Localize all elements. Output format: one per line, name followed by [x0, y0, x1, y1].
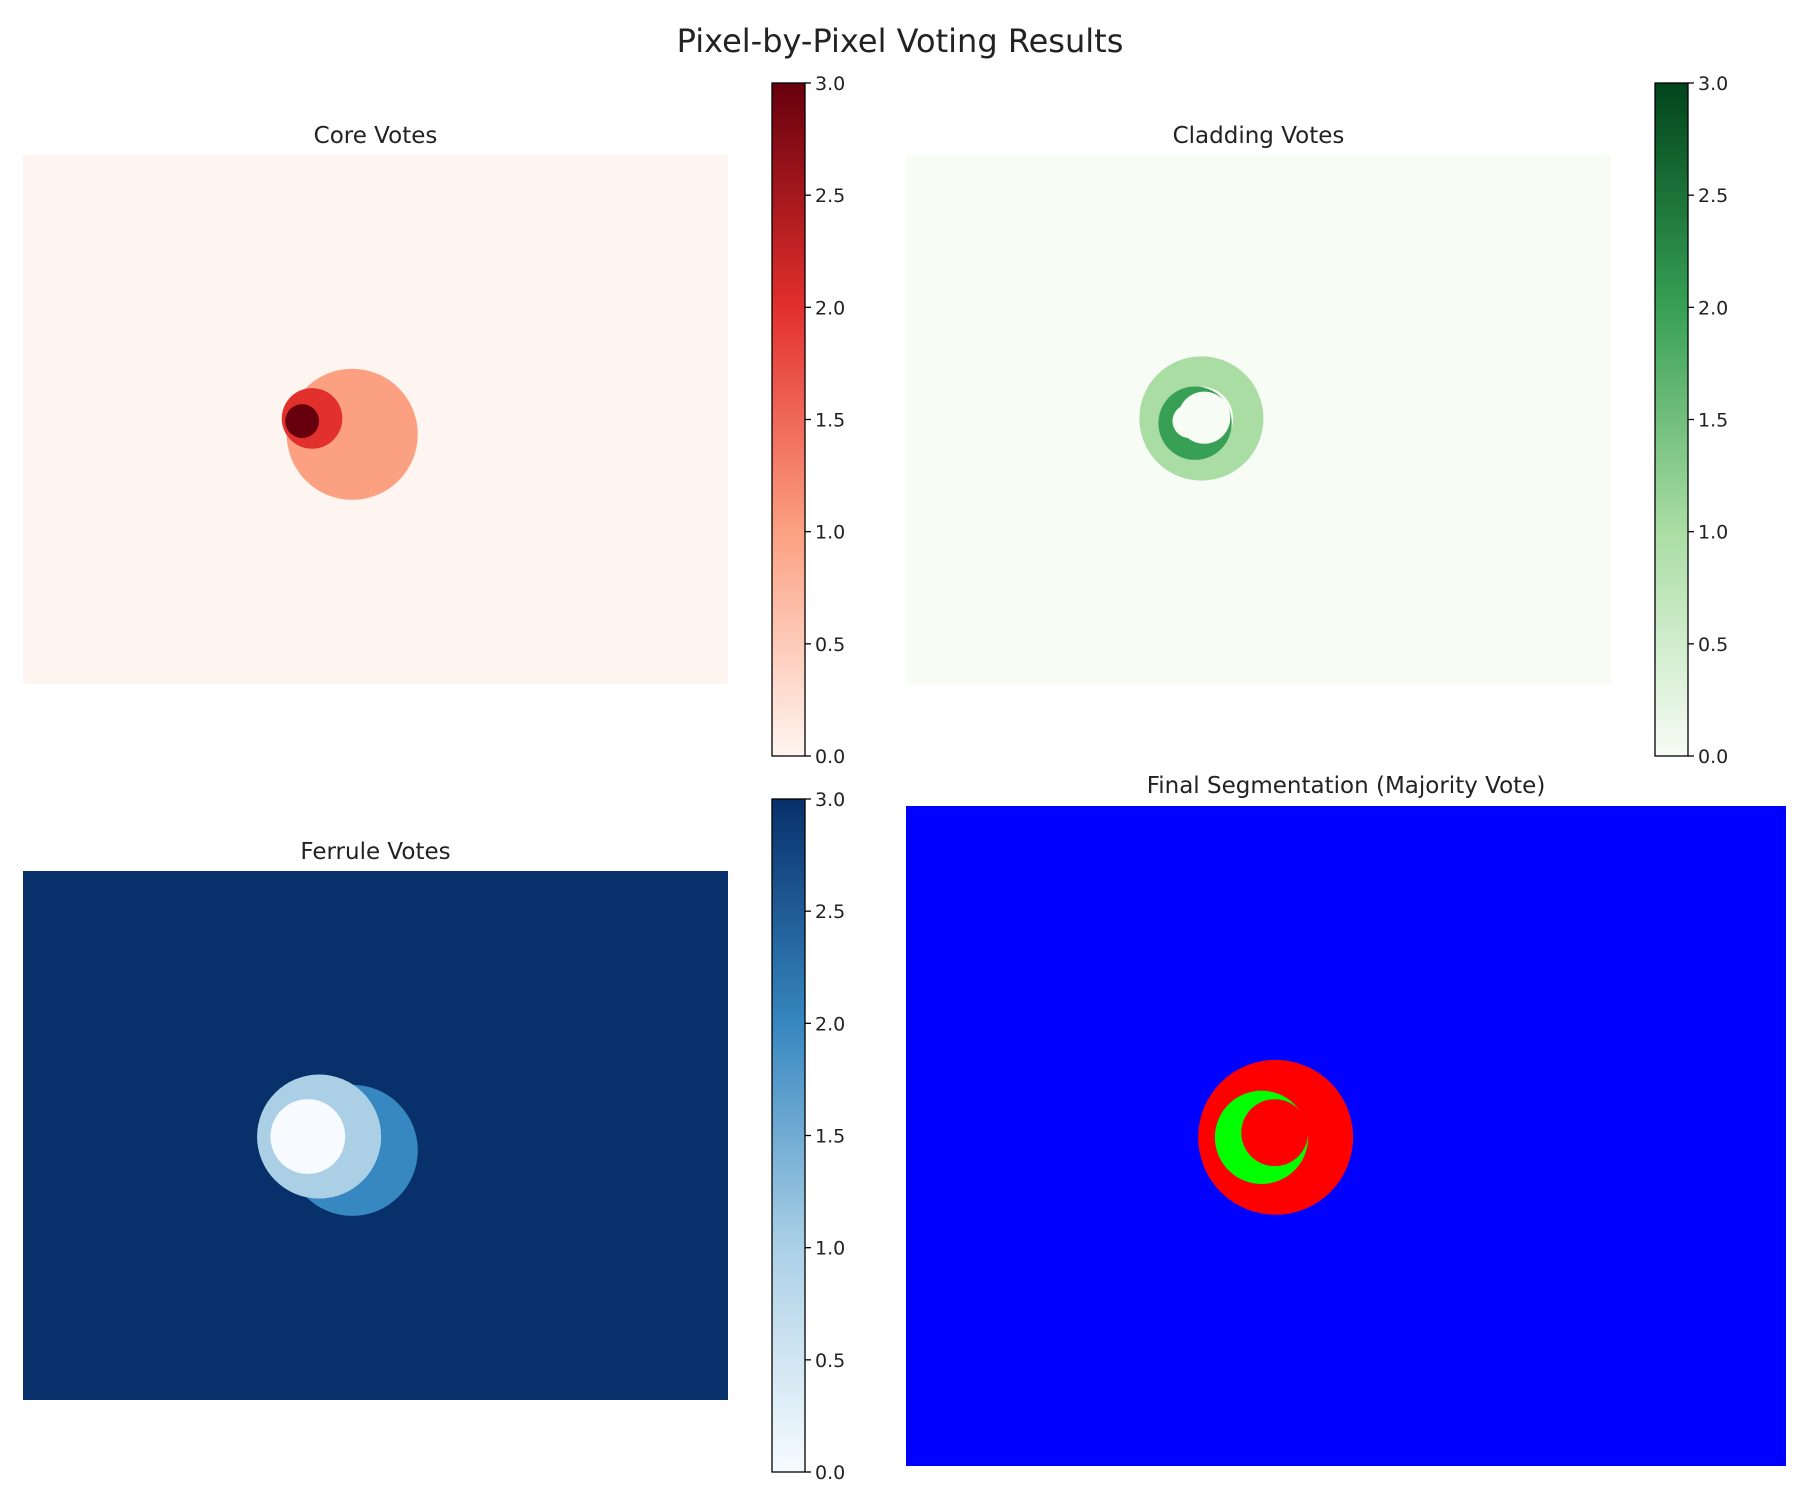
- colorbar-tick-label: 0.5: [815, 1350, 845, 1372]
- colorbar-tick-label: 2.5: [815, 185, 845, 207]
- colorbar: 0.0 0.5 1.0 1.5 2.0 2.5 3.0: [772, 789, 845, 1484]
- panel-title: Core Votes: [314, 123, 438, 149]
- colorbar: 0.0 0.5 1.0 1.5 2.0 2.5 3.0: [1655, 73, 1728, 768]
- colorbar-tick-label: 2.0: [1698, 297, 1728, 319]
- region-value-0: [270, 1099, 345, 1174]
- panel-2: Cladding Votes 0.0 0.5 1.0 1.5 2.0 2.5 3.0: [906, 73, 1728, 768]
- region-value-0: [1172, 404, 1206, 438]
- heatmap-image: [23, 155, 728, 684]
- panel-1: Core Votes 0.0 0.5 1.0 1.5 2.0 2.5 3.0: [23, 73, 845, 768]
- colorbar-tick-label: 2.0: [815, 1013, 845, 1035]
- colorbar-tick-label: 1.0: [1698, 522, 1728, 544]
- heatmap-image: [906, 806, 1786, 1466]
- heatmap-image: [906, 155, 1611, 684]
- colorbar-tick-label: 0.0: [815, 746, 845, 768]
- colorbar-tick-label: 2.0: [815, 297, 845, 319]
- colorbar-tick-label: 1.5: [815, 1126, 845, 1148]
- panel-title: Ferrule Votes: [300, 839, 450, 865]
- colorbar-tick-label: 2.5: [815, 901, 845, 923]
- panel-3: Ferrule Votes 0.0 0.5 1.0 1.5 2.0 2.5 3.0: [23, 789, 845, 1484]
- colorbar-gradient: [772, 799, 805, 1472]
- heatmap-image: [23, 871, 728, 1400]
- colorbar-tick-label: 0.0: [1698, 746, 1728, 768]
- colorbar-tick-label: 0.5: [1698, 634, 1728, 656]
- colorbar-tick-label: 1.0: [815, 522, 845, 544]
- panel-4: Final Segmentation (Majority Vote): [906, 773, 1786, 1466]
- colorbar-gradient: [1655, 83, 1688, 756]
- colorbar: 0.0 0.5 1.0 1.5 2.0 2.5 3.0: [772, 73, 845, 768]
- colorbar-tick-label: 1.5: [815, 410, 845, 432]
- colorbar-tick-label: 2.5: [1698, 185, 1728, 207]
- region-core: [1241, 1099, 1308, 1166]
- panel-title: Final Segmentation (Majority Vote): [1147, 773, 1546, 799]
- colorbar-tick-label: 3.0: [1698, 73, 1728, 95]
- colorbar-gradient: [772, 83, 805, 756]
- colorbar-tick-label: 1.5: [1698, 410, 1728, 432]
- colorbar-tick-label: 3.0: [815, 73, 845, 95]
- region-value-3: [285, 404, 319, 438]
- colorbar-tick-label: 0.0: [815, 1462, 845, 1484]
- colorbar-tick-label: 1.0: [815, 1238, 845, 1260]
- colorbar-tick-label: 0.5: [815, 634, 845, 656]
- colorbar-tick-label: 3.0: [815, 789, 845, 811]
- panel-title: Cladding Votes: [1173, 123, 1345, 149]
